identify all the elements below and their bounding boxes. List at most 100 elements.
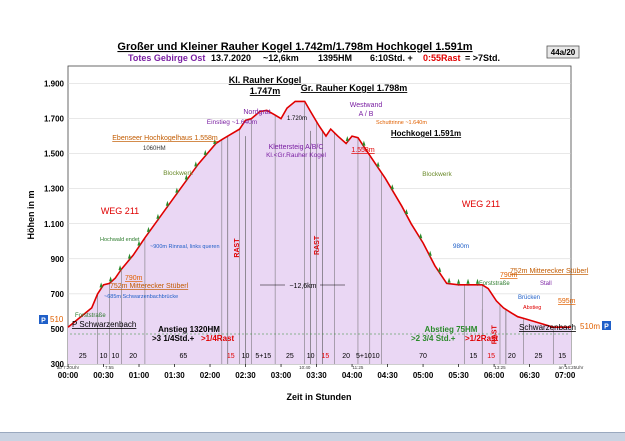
tree-icon [99, 282, 103, 288]
segment-duration: 10 [111, 353, 119, 360]
einstieg-label: Einstieg ~1.640m [207, 119, 257, 126]
start-value: 510 [50, 315, 64, 324]
y-tick-label: 900 [51, 255, 65, 264]
tree-icon [109, 276, 113, 282]
x-axis-ticks: 00:00 00:30 01:00 01:30 02:00 02:30 03:00 03:30… [58, 364, 576, 380]
m790-right: 790m [500, 272, 518, 279]
ascent-time: >3 1/4Std.+ [152, 334, 195, 343]
tree-icon [376, 161, 380, 167]
kl-kogel-name: Kl. Rauher Kogel [229, 75, 302, 85]
segment-duration: 65 [179, 353, 187, 360]
x-tick-label: 03:00 [271, 371, 292, 380]
y-tick-label: 1.500 [44, 150, 65, 159]
x-tick-label: 02:30 [235, 371, 256, 380]
x-tick-label: 01:30 [164, 371, 185, 380]
x-tick-label: 07:00 [555, 371, 576, 380]
badge-label: 44a/20 [551, 48, 576, 57]
tree-icon [345, 136, 349, 142]
bruecken-label: Brücken [518, 295, 540, 301]
m750-right: 752m Mitterecker Stüberl [510, 268, 589, 275]
rest-band-label: RAST [234, 238, 241, 258]
x-tick-label: 02:00 [200, 371, 221, 380]
ebensee-label: Ebenseer Hochkogelhaus 1.558m [112, 135, 218, 142]
tree-icon [475, 278, 480, 284]
m790-label: 790m [125, 275, 143, 282]
segment-duration: 5+15 [255, 353, 271, 360]
y-tick-label: 500 [51, 325, 65, 334]
tree-icon [428, 250, 432, 256]
result-label: = >7Std. [465, 53, 500, 63]
time-mark: ab 7:20Uhr [57, 365, 80, 370]
tree-icon [156, 213, 160, 219]
segment-duration: 15 [558, 353, 566, 360]
tree-icon [194, 161, 198, 167]
distance-arrow-label: ~12,6km [289, 283, 316, 290]
ebensee-hm: 1060HM [143, 146, 166, 152]
tree-icon [184, 174, 188, 180]
segment-duration: 20 [129, 353, 137, 360]
time-mark: 7:55 [105, 365, 114, 370]
profile-area [68, 101, 571, 365]
parking-left-icon [39, 315, 48, 324]
abstieg-bach-label: Abstieg [523, 305, 541, 311]
time-mark: 10:40 [299, 365, 311, 370]
time-mark: 13:25 [494, 365, 506, 370]
segment-duration: 10 [100, 353, 108, 360]
tree-icon [203, 149, 207, 155]
x-tick-label: 00:00 [58, 371, 79, 380]
x-tick-label: 04:00 [342, 371, 363, 380]
x-axis-title: Zeit in Stunden [287, 392, 352, 402]
segment-duration: 15 [322, 353, 330, 360]
schuttrinne-label: Schuttrinne ~1.640m [376, 120, 427, 126]
tree-icon [419, 233, 423, 239]
x-tick-label: 06:30 [519, 371, 540, 380]
chart-title: Großer und Kleiner Rauher Kogel 1.742m/1… [117, 41, 472, 53]
gr-kogel-label: Gr. Rauher Kogel 1.798m [301, 83, 408, 93]
tree-icon [175, 187, 179, 193]
blockwerk-left: Blockwerk [163, 170, 193, 177]
stall-label: Stall [540, 281, 552, 287]
rest-band-label: RAST [314, 235, 321, 255]
hut-right-label: 1.558m [351, 147, 375, 154]
m685-label: ~685m Schwarzenbachbrücke [104, 294, 178, 300]
tree-icon [447, 277, 451, 283]
x-tick-label: 06:00 [484, 371, 505, 380]
start-label: P Schwarzenbach [72, 320, 136, 329]
parking-left-letter: P [41, 318, 46, 325]
rest-label: 0:55Rast [423, 53, 461, 63]
blockwerk-right: Blockwerk [422, 171, 452, 178]
tree-icon [146, 226, 151, 232]
y-tick-label: 700 [51, 290, 65, 299]
tree-icon [137, 240, 141, 246]
segment-duration: 15 [487, 353, 495, 360]
badge-box [546, 45, 580, 59]
weg-right: WEG 211 [462, 199, 500, 209]
segment-duration: 25 [79, 353, 87, 360]
segment-duration: 25 [535, 353, 543, 360]
descent-time: >2 3/4 Std.+ [411, 334, 456, 343]
nordgrat-label: Nordgrat [243, 109, 270, 116]
distance-label: ~12,6km [263, 53, 299, 63]
tree-icon [456, 278, 461, 284]
segment-duration: 5+10 [356, 353, 372, 360]
segment-duration: 70 [419, 353, 427, 360]
tree-icon [165, 200, 170, 206]
tree-icon [127, 253, 132, 259]
segment-duration: 10 [372, 353, 380, 360]
y-axis-ticks: 300 500 700 900 1.100 1.300 1.500 1.700 1.900 [44, 80, 65, 369]
y-tick-label: 1.100 [44, 220, 65, 229]
parking-right-letter: P [604, 324, 609, 331]
weg-left: WEG 211 [101, 206, 139, 216]
rinnsal-label: ~900m Rinnsal, links queren [150, 244, 220, 250]
end-value: 510m [580, 322, 600, 331]
x-tick-label: 03:30 [306, 371, 327, 380]
segment-duration: 10 [307, 353, 315, 360]
kl-kogel-height: 1.747m [250, 86, 281, 96]
x-tick-label: 00:30 [93, 371, 114, 380]
rest-band-label: RAST [492, 324, 499, 344]
m1720-label: 1.720m [287, 116, 307, 122]
segment-duration: 15 [227, 353, 235, 360]
tree-icon [362, 140, 366, 146]
m750-left: 752m Mitterecker Stüberl [110, 283, 189, 290]
ascent-label: 1395HM [318, 53, 352, 63]
